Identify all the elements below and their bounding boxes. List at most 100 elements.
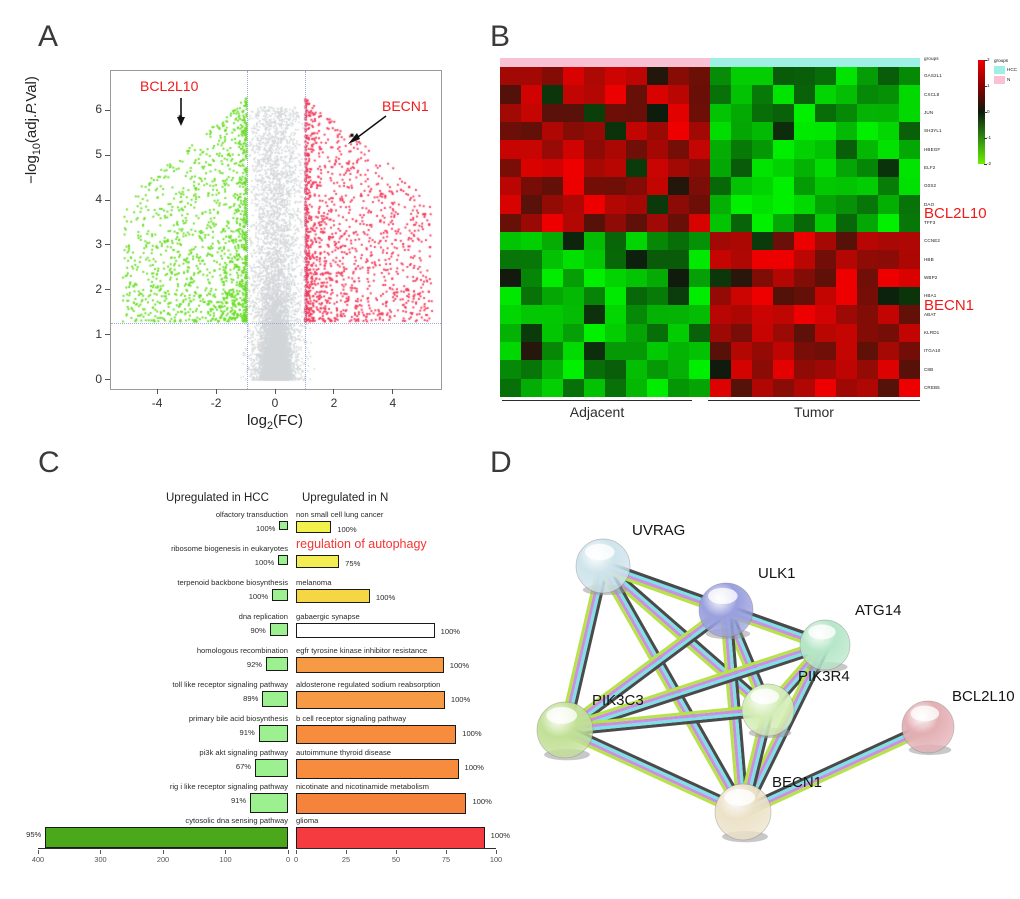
heatmap-cell (878, 140, 899, 159)
heatmap-cell (878, 195, 899, 214)
heatmap-cell (563, 305, 584, 324)
heatmap-cell (542, 287, 563, 306)
heatmap-cell (836, 232, 857, 251)
heatmap-cell (815, 378, 836, 397)
heatmap-cell (542, 342, 563, 361)
heatmap-cell (542, 195, 563, 214)
heatmap-cell (647, 103, 668, 122)
heatmap-row-label-jun: JUN (924, 109, 934, 115)
heatmap-cell (773, 305, 794, 324)
network-edge (564, 727, 745, 812)
network-edge (740, 721, 927, 810)
heatmap-cell (731, 122, 752, 141)
heatmap-cell (500, 342, 521, 361)
network-node-highlight (707, 587, 738, 605)
heatmap-cell (815, 67, 836, 86)
heatmap-row-label-itga10: ITGA10 (924, 348, 941, 354)
pathway-label-left: homologous recombination (196, 646, 288, 655)
panel-c-left-tick: 300 (89, 850, 113, 864)
heatmap-cell (605, 250, 626, 269)
heatmap-cell (773, 67, 794, 86)
heatmap-tumor-underline (708, 400, 920, 401)
panel-c-right-header: Upregulated in N (302, 492, 389, 504)
heatmap-cell (815, 195, 836, 214)
heatmap-cell (899, 158, 920, 177)
network-edge (566, 724, 746, 810)
heatmap-cell (605, 140, 626, 159)
heatmap-cell (836, 85, 857, 104)
heatmap-cell (752, 342, 773, 361)
heatmap-cell (899, 67, 920, 86)
heatmap-cell (542, 232, 563, 251)
panel-c-left-axis-line (38, 848, 288, 849)
heatmap-cell (773, 158, 794, 177)
heatmap-cell (626, 67, 647, 86)
heatmap-cell (668, 287, 689, 306)
heatmap-cell (731, 323, 752, 342)
heatmap-cell (542, 213, 563, 232)
panel-c-left-tick: 200 (151, 850, 175, 864)
heatmap-cell (668, 323, 689, 342)
heatmap-cell (542, 360, 563, 379)
heatmap-cell (521, 177, 542, 196)
heatmap-cell (584, 323, 605, 342)
heatmap-legend-label-n: N (1007, 77, 1011, 82)
heatmap-cell (752, 360, 773, 379)
heatmap-cell (500, 140, 521, 159)
heatmap-color-scale (978, 60, 985, 164)
heatmap-cell (752, 268, 773, 287)
heatmap-cell (878, 85, 899, 104)
pathway-percent-right: 100% (462, 729, 482, 738)
heatmap-cell (710, 268, 731, 287)
heatmap-cell (584, 305, 605, 324)
heatmap-cell (605, 268, 626, 287)
pathway-label-left: primary bile acid biosynthesis (188, 714, 288, 723)
network-edge (605, 562, 749, 811)
heatmap-row-label-tff3: TFF3 (924, 219, 936, 225)
heatmap-cell (500, 232, 521, 251)
heatmap-legend-swatch-n (994, 76, 1005, 84)
network-graph (536, 538, 955, 843)
heatmap-cell (542, 305, 563, 324)
heatmap-cell (815, 360, 836, 379)
heatmap-cell (626, 177, 647, 196)
heatmap-cell (647, 378, 668, 397)
heatmap-cell (773, 103, 794, 122)
pathway-label-right: gabaergic synapse (296, 612, 360, 621)
heatmap-cell (668, 213, 689, 232)
heatmap-cell (521, 67, 542, 86)
heatmap-cell (794, 195, 815, 214)
heatmap-cell (731, 305, 752, 324)
heatmap-cell (752, 287, 773, 306)
heatmap-cell (878, 177, 899, 196)
heatmap-cell (731, 103, 752, 122)
heatmap-cell (794, 85, 815, 104)
pathway-percent-left: 92% (246, 660, 263, 669)
heatmap-row-label-hbegf: HBEGF (924, 146, 941, 152)
heatmap-cell (710, 67, 731, 86)
network-node-highlight (546, 707, 578, 724)
panel-d-protein-network: D UVRAG ULK1 ATG14 PIK3R4 PIK3C3 BECN1 BCL2L10 (480, 430, 1020, 899)
heatmap-cell (731, 140, 752, 159)
heatmap-cell (857, 250, 878, 269)
heatmap-cell (605, 158, 626, 177)
heatmap-cell (773, 195, 794, 214)
heatmap-cell (689, 122, 710, 141)
heatmap-cell (668, 232, 689, 251)
heatmap-cell (563, 378, 584, 397)
pathway-label-right: egfr tyrosine kinase inhibitor resistanc… (296, 646, 428, 655)
heatmap-cell (563, 287, 584, 306)
heatmap-cell (731, 360, 752, 379)
heatmap-cell (815, 268, 836, 287)
heatmap-cell (647, 67, 668, 86)
pathway-percent-right: 100% (450, 695, 471, 704)
heatmap-cell (857, 122, 878, 141)
heatmap-cell (710, 158, 731, 177)
panel-c-pathway-bars: C Upregulated in HCC Upregulated in N ol… (0, 430, 510, 899)
heatmap-cell (500, 268, 521, 287)
heatmap-cell (626, 195, 647, 214)
heatmap-cell (689, 305, 710, 324)
network-edge (563, 607, 727, 731)
heatmap-cell (542, 378, 563, 397)
heatmap-cell (836, 342, 857, 361)
